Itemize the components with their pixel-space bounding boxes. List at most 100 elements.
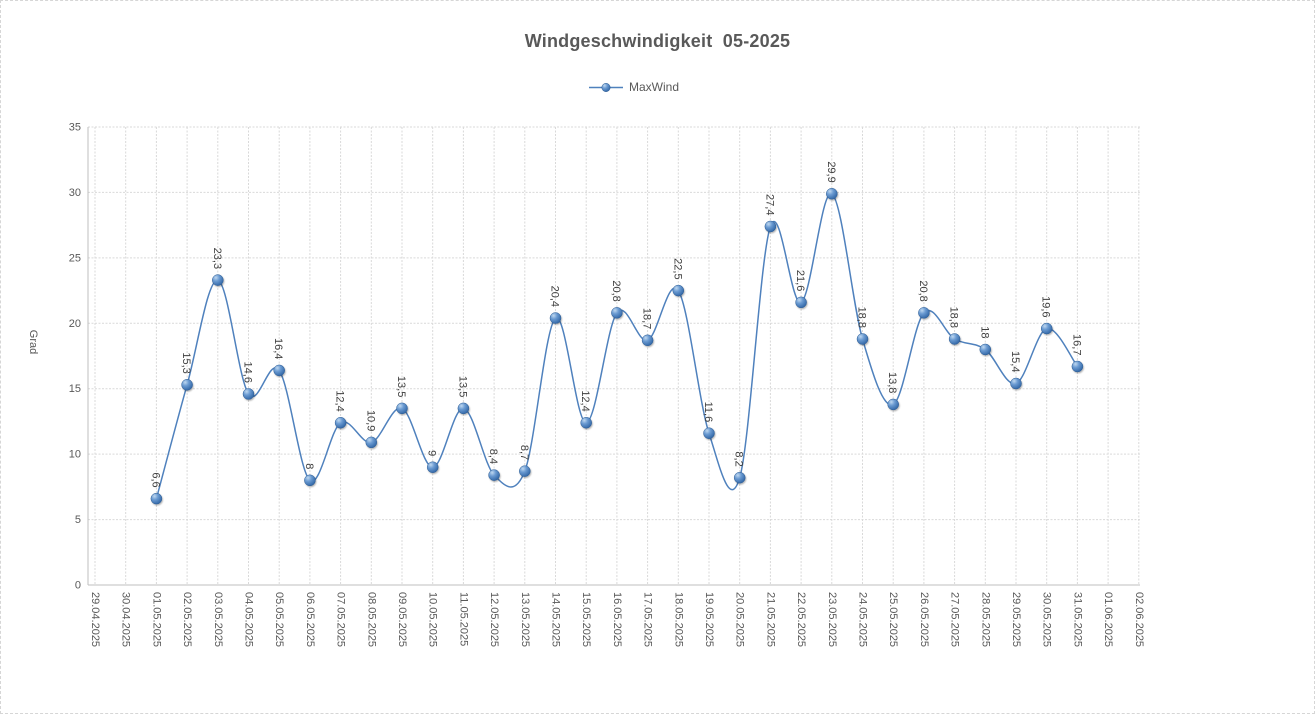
data-point-marker[interactable]	[242, 388, 255, 400]
data-point-marker[interactable]	[457, 402, 470, 415]
x-tick-label[interactable]: 23.05.2025	[826, 592, 838, 647]
data-point-marker[interactable]	[948, 333, 961, 345]
x-tick-label[interactable]: 29.05.2025	[1010, 592, 1022, 647]
x-tick-label[interactable]: 24.05.2025	[857, 592, 869, 647]
y-tick-label: 30	[69, 187, 81, 199]
data-point-label: 19,6	[1040, 296, 1052, 317]
x-tick-label[interactable]: 11.05.2025	[457, 592, 469, 646]
chart-title[interactable]: Windgeschwindigkeit 05-2025	[524, 31, 791, 51]
data-point-marker[interactable]	[764, 220, 777, 233]
data-point-marker[interactable]	[396, 402, 408, 415]
data-point-label: 20,4	[549, 286, 561, 307]
x-tick-label[interactable]: 10.05.2025	[427, 592, 439, 647]
x-tick-label[interactable]: 04.05.2025	[243, 592, 255, 647]
data-point-markers	[150, 187, 1084, 505]
data-point-label: 12,4	[579, 390, 591, 411]
data-point-label: 15,3	[180, 352, 192, 373]
x-tick-label[interactable]: 18.05.2025	[672, 592, 684, 647]
x-tick-label[interactable]: 02.05.2025	[181, 592, 193, 647]
data-point-marker[interactable]	[304, 474, 316, 487]
data-point-label: 13,5	[456, 376, 468, 397]
data-point-marker[interactable]	[1040, 322, 1053, 335]
data-point-marker[interactable]	[334, 416, 347, 429]
x-tick-label[interactable]: 16.05.2025	[611, 592, 623, 647]
data-point-marker[interactable]	[365, 436, 378, 449]
x-tick-label[interactable]: 20.05.2025	[734, 592, 746, 647]
data-point-marker[interactable]	[733, 471, 746, 484]
data-point-marker[interactable]	[580, 416, 592, 429]
data-point-marker[interactable]	[979, 343, 992, 356]
x-tick-label[interactable]: 29.04.2025	[89, 592, 101, 647]
x-tick-label[interactable]: 01.06.2025	[1102, 592, 1114, 647]
data-point-label: 20,8	[917, 280, 929, 301]
data-point-label: 18,8	[856, 307, 868, 328]
y-tick-label: 35	[69, 122, 81, 134]
data-point-marker[interactable]	[273, 364, 285, 377]
x-tick-label[interactable]: 21.05.2025	[764, 592, 776, 647]
x-tick-label[interactable]: 02.06.2025	[1133, 592, 1145, 647]
x-tick-label[interactable]: 30.05.2025	[1041, 592, 1053, 647]
gridlines	[88, 126, 1140, 586]
data-point-marker[interactable]	[181, 379, 193, 391]
data-point-marker[interactable]	[856, 333, 869, 345]
x-tick-label[interactable]: 31.05.2025	[1071, 592, 1083, 647]
data-point-marker[interactable]	[611, 307, 623, 319]
data-point-label: 8,7	[518, 445, 530, 460]
data-point-marker[interactable]	[1071, 360, 1084, 373]
x-tick-label[interactable]: 15.05.2025	[580, 592, 592, 647]
x-tick-label[interactable]: 25.05.2025	[887, 592, 899, 647]
y-tick-label: 10	[69, 449, 81, 461]
x-tick-label[interactable]: 17.05.2025	[642, 592, 654, 647]
data-point-label: 9	[426, 450, 438, 456]
x-tick-label[interactable]: 26.05.2025	[918, 592, 930, 647]
data-point-label: 14,6	[242, 362, 254, 383]
data-point-marker[interactable]	[426, 461, 439, 473]
x-tick-labels: 29.04.2025 30.04.2025 01.05.2025 02.05.2025…	[89, 592, 1145, 647]
x-tick-label[interactable]: 05.05.2025	[273, 592, 285, 647]
y-tick-label: 15	[69, 383, 81, 395]
data-point-marker[interactable]	[918, 307, 930, 319]
legend-entry-maxwind[interactable]: MaxWind	[588, 80, 679, 94]
x-tick-label[interactable]: 22.05.2025	[795, 592, 807, 647]
x-tick-label[interactable]: 09.05.2025	[396, 592, 408, 647]
data-point-label: 10,9	[364, 410, 376, 431]
x-tick-label[interactable]: 06.05.2025	[304, 592, 316, 647]
y-tick-label: 0	[75, 580, 81, 592]
data-point-marker[interactable]	[826, 187, 838, 200]
data-point-marker[interactable]	[703, 427, 715, 439]
x-tick-label[interactable]: 27.05.2025	[949, 592, 961, 647]
axis-lines	[87, 127, 1140, 586]
data-point-marker[interactable]	[887, 398, 899, 411]
y-tick-label: 5	[75, 514, 81, 526]
data-point-marker[interactable]	[150, 492, 163, 505]
x-tick-label[interactable]: 28.05.2025	[979, 592, 991, 647]
x-tick-label[interactable]: 14.05.2025	[550, 592, 562, 647]
data-point-label: 8	[303, 463, 315, 469]
data-point-label: 13,8	[886, 372, 898, 393]
x-tick-label[interactable]: 03.05.2025	[212, 592, 224, 647]
data-point-label: 6,6	[149, 472, 161, 487]
data-point-marker[interactable]	[549, 312, 562, 324]
data-point-label: 11,6	[702, 402, 714, 423]
x-tick-label[interactable]: 30.04.2025	[120, 592, 132, 647]
data-point-marker[interactable]	[672, 284, 685, 297]
x-tick-label[interactable]: 13.05.2025	[519, 592, 531, 647]
x-tick-label[interactable]: 12.05.2025	[488, 592, 500, 647]
data-point-marker[interactable]	[1010, 377, 1022, 390]
data-point-label: 13,5	[395, 376, 407, 397]
data-labels: 6,6 15,3 23,3 14,6 16,4 8 12,4 10,9 13,5 9 13,5 8,4…	[149, 161, 1082, 487]
x-tick-label[interactable]: 19.05.2025	[703, 592, 715, 647]
x-tick-label[interactable]: 08.05.2025	[365, 592, 377, 647]
data-point-label: 16,7	[1070, 334, 1082, 355]
data-point-label: 27,4	[763, 194, 775, 215]
data-point-label: 18	[978, 326, 990, 338]
y-tick-labels: 0 5 10 15 20 25 30 35	[69, 122, 81, 592]
data-point-marker[interactable]	[488, 469, 500, 481]
data-point-marker[interactable]	[641, 334, 654, 347]
x-tick-label[interactable]: 01.05.2025	[150, 592, 162, 647]
data-point-marker[interactable]	[212, 274, 224, 286]
x-tick-label[interactable]: 07.05.2025	[335, 592, 347, 647]
data-point-marker[interactable]	[519, 465, 531, 477]
y-tick-label: 20	[69, 318, 81, 330]
data-point-marker[interactable]	[795, 296, 807, 309]
